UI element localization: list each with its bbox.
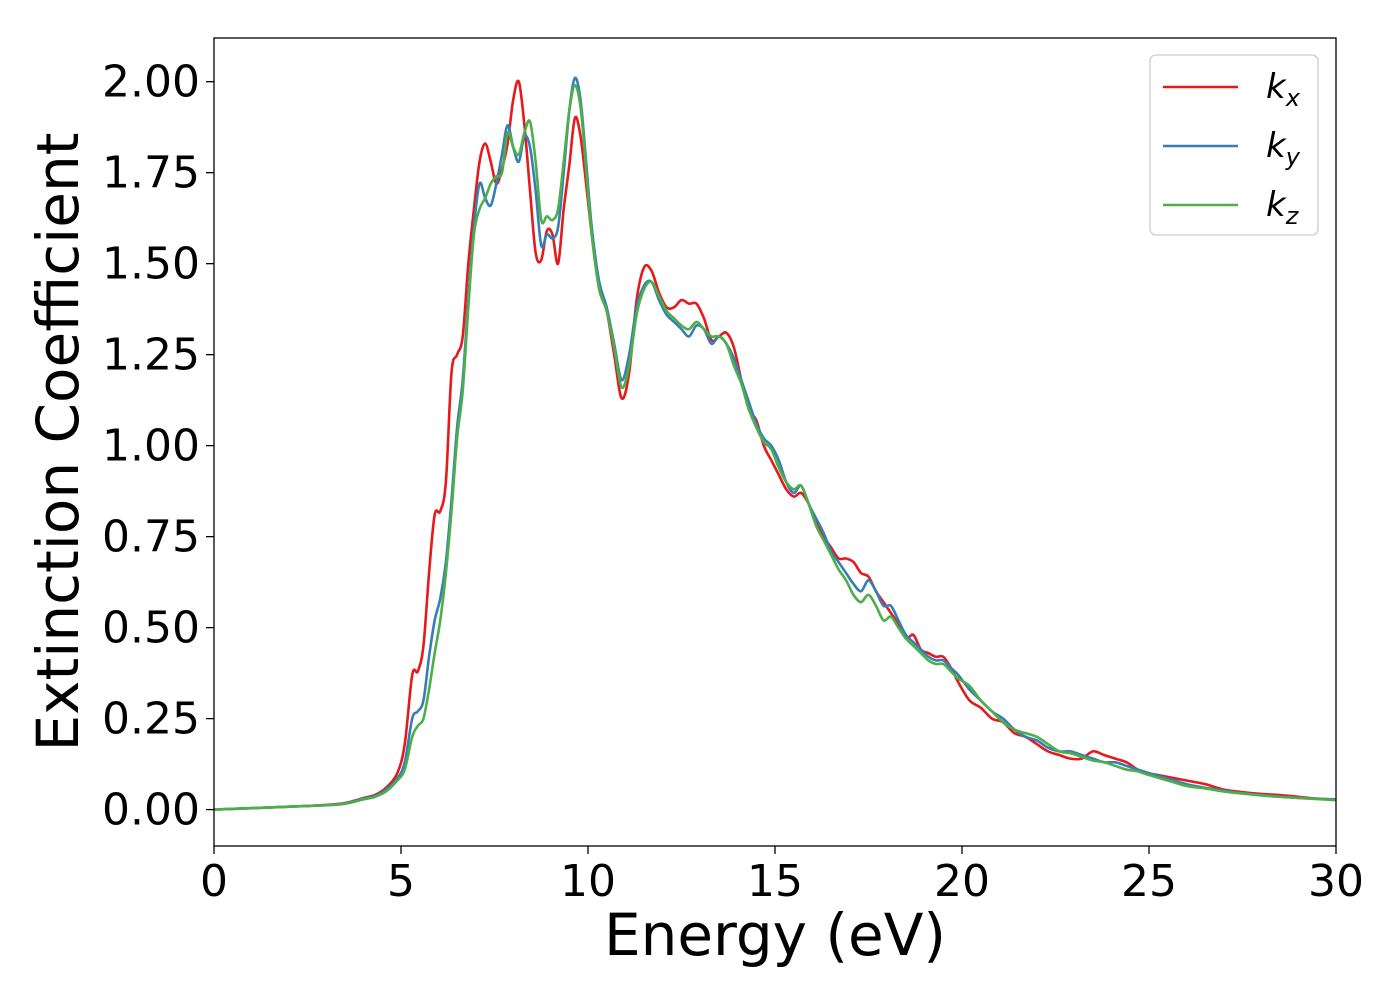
x-tick-label: 20 [934, 856, 990, 907]
x-tick-label: 10 [560, 856, 616, 907]
x-axis-title: Energy (eV) [604, 901, 946, 969]
series-layer [213, 76, 1337, 811]
y-tick-label: 0.75 [102, 512, 200, 563]
legend-label-z: kz [1266, 185, 1300, 230]
x-tick-label: 25 [1121, 856, 1177, 907]
y-tick-label: 1.75 [102, 148, 200, 199]
y-tick-label: 0.50 [102, 603, 200, 654]
y-tick-label: 2.00 [102, 57, 200, 108]
legend-label-x: kx [1266, 67, 1301, 112]
y-axis-title: Extinction Coefficient [24, 133, 92, 752]
x-axis: 0 5 10 15 20 25 30 [200, 846, 1364, 907]
y-tick-label: 0.25 [102, 694, 200, 745]
series-line-z [213, 84, 1337, 811]
y-axis: 0.00 0.25 0.50 0.75 1.00 1.25 1.50 1.75 2.00 [102, 57, 214, 836]
x-tick-label: 5 [387, 856, 415, 907]
legend-label-y: ky [1266, 126, 1301, 171]
y-tick-label: 1.50 [102, 239, 200, 290]
x-tick-label: 30 [1308, 856, 1364, 907]
y-tick-label: 1.00 [102, 421, 200, 472]
y-tick-label: 0.00 [102, 785, 200, 836]
x-tick-label: 0 [200, 856, 228, 907]
x-tick-label: 15 [747, 856, 803, 907]
y-tick-label: 1.25 [102, 330, 200, 381]
legend: kx ky kz [1149, 54, 1319, 236]
